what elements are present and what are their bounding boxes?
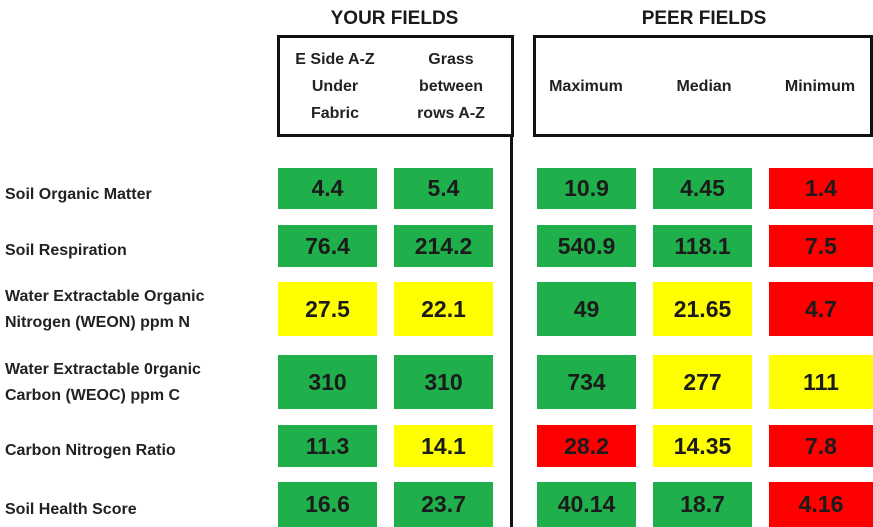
value-cell: 310	[278, 355, 377, 409]
value-cell: 310	[394, 355, 493, 409]
column-header-minimum: Minimum	[784, 77, 856, 95]
value-cell: 76.4	[278, 225, 377, 267]
value-cell: 11.3	[278, 425, 377, 467]
section-divider	[510, 135, 513, 527]
value-cell: 7.8	[769, 425, 873, 467]
value-cell: 40.14	[537, 482, 636, 527]
your-fields-title: YOUR FIELDS	[330, 8, 459, 29]
value-cell: 4.16	[769, 482, 873, 527]
value-cell: 111	[769, 355, 873, 409]
value-cell: 23.7	[394, 482, 493, 527]
value-cell: 118.1	[653, 225, 752, 267]
value-cell: 1.4	[769, 168, 873, 209]
value-cell: 28.2	[537, 425, 636, 467]
value-cell: 18.7	[653, 482, 752, 527]
value-cell: 4.45	[653, 168, 752, 209]
column-header-e-side: E Side A-Z Under Fabric	[295, 50, 375, 122]
value-cell: 16.6	[278, 482, 377, 527]
peer-fields-title: PEER FIELDS	[641, 8, 767, 29]
value-cell: 214.2	[394, 225, 493, 267]
value-cell: 4.4	[278, 168, 377, 209]
row-label-carbon-nitrogen-ratio: Carbon Nitrogen Ratio	[5, 442, 176, 459]
value-cell: 27.5	[278, 282, 377, 336]
row-label-weoc: Water Extractable 0rganic Carbon (WEOC) …	[5, 361, 201, 404]
value-cell: 10.9	[537, 168, 636, 209]
column-header-grass: Grass between rows A-Z	[417, 50, 485, 122]
column-header-maximum: Maximum	[549, 77, 623, 95]
value-cell: 21.65	[653, 282, 752, 336]
row-label-soil-organic-matter: Soil Organic Matter	[5, 186, 152, 203]
value-cell: 4.7	[769, 282, 873, 336]
peer-fields-header-box	[533, 35, 873, 137]
value-cell: 49	[537, 282, 636, 336]
value-cell: 22.1	[394, 282, 493, 336]
value-cell: 7.5	[769, 225, 873, 267]
value-cell: 277	[653, 355, 752, 409]
row-label-soil-respiration: Soil Respiration	[5, 242, 127, 259]
value-cell: 5.4	[394, 168, 493, 209]
value-cell: 540.9	[537, 225, 636, 267]
column-header-median: Median	[676, 77, 732, 95]
value-cell: 14.35	[653, 425, 752, 467]
row-label-weon: Water Extractable Organic Nitrogen (WEON…	[5, 288, 205, 331]
your-fields-header-box	[277, 35, 514, 137]
value-cell: 734	[537, 355, 636, 409]
row-label-soil-health-score: Soil Health Score	[5, 501, 137, 518]
value-cell: 14.1	[394, 425, 493, 467]
